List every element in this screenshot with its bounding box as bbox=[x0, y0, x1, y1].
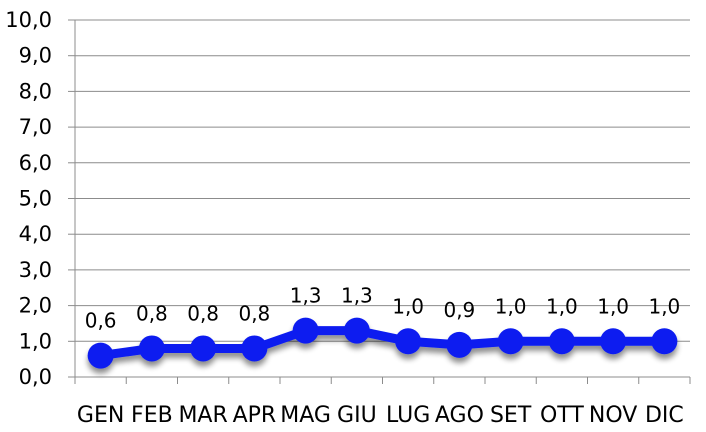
data-point bbox=[446, 331, 473, 358]
y-tick-label: 5,0 bbox=[19, 187, 52, 211]
x-tick-label: MAG bbox=[280, 403, 331, 428]
axes bbox=[68, 19, 691, 384]
data-label: 0,9 bbox=[443, 298, 475, 322]
y-tick-label: 1,0 bbox=[19, 329, 52, 353]
y-tick-labels: 0,0 1,0 2,0 3,0 4,0 5,0 6,0 7,0 8,0 9,0 10,0 bbox=[5, 8, 52, 389]
data-label: 1,0 bbox=[546, 294, 578, 318]
x-tick-label: FEB bbox=[131, 403, 173, 428]
x-tick-label: LUG bbox=[386, 403, 430, 428]
gridlines bbox=[75, 19, 690, 342]
y-tick-label: 4,0 bbox=[19, 222, 52, 246]
data-label: 1,0 bbox=[392, 294, 424, 318]
data-label: 0,8 bbox=[238, 301, 270, 325]
x-tick-label: MAR bbox=[178, 403, 227, 428]
data-point bbox=[138, 335, 165, 362]
data-point bbox=[190, 335, 217, 362]
x-tick-label: APR bbox=[233, 403, 277, 428]
y-tick-label: 10,0 bbox=[5, 8, 52, 32]
data-point bbox=[548, 328, 575, 355]
data-label: 1,0 bbox=[495, 294, 527, 318]
x-tick-labels: GEN FEB MAR APR MAG GIU LUG AGO SET OTT NOV DIC bbox=[77, 403, 684, 428]
y-tick-label: 0,0 bbox=[19, 365, 52, 389]
data-label: 0,8 bbox=[136, 301, 168, 325]
x-tick-label: DIC bbox=[645, 403, 684, 428]
data-point bbox=[87, 342, 114, 369]
y-tick-label: 6,0 bbox=[19, 151, 52, 175]
y-tick-label: 9,0 bbox=[19, 44, 52, 68]
data-point bbox=[497, 328, 524, 355]
data-label: 1,3 bbox=[290, 284, 322, 308]
x-tick-label: SET bbox=[490, 403, 532, 428]
data-point bbox=[395, 328, 422, 355]
y-tick-label: 3,0 bbox=[19, 258, 52, 282]
data-label: 1,0 bbox=[597, 294, 629, 318]
data-series bbox=[87, 317, 678, 369]
data-point bbox=[292, 317, 319, 344]
data-label: 0,8 bbox=[187, 301, 219, 325]
data-label: 1,3 bbox=[341, 284, 373, 308]
x-tick-label: NOV bbox=[589, 403, 637, 428]
y-tick-label: 2,0 bbox=[19, 294, 52, 318]
series-line bbox=[96, 326, 669, 361]
y-tick-label: 7,0 bbox=[19, 115, 52, 139]
x-tick-label: OTT bbox=[540, 403, 584, 428]
data-point bbox=[241, 335, 268, 362]
x-tick-label: GIU bbox=[337, 403, 377, 428]
data-point bbox=[651, 328, 678, 355]
data-labels: 0,6 0,8 0,8 0,8 1,3 1,3 1,0 0,9 1,0 1,0 1,0 1,0 bbox=[85, 284, 681, 333]
data-label: 1,0 bbox=[648, 294, 680, 318]
data-point bbox=[343, 317, 370, 344]
data-label: 0,6 bbox=[85, 309, 117, 333]
data-point bbox=[600, 328, 627, 355]
x-tick-label: GEN bbox=[77, 403, 124, 428]
y-tick-label: 8,0 bbox=[19, 79, 52, 103]
x-tick-label: AGO bbox=[435, 403, 484, 428]
